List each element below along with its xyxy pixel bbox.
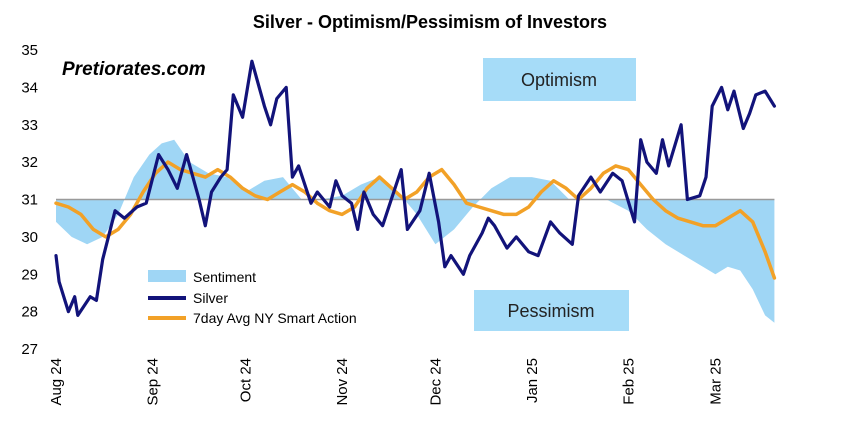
optimism-label-box bbox=[483, 58, 636, 101]
y-tick-label: 30 bbox=[21, 229, 38, 246]
y-tick-label: 27 bbox=[21, 341, 38, 358]
pessimism-label: Pessimism bbox=[507, 301, 594, 321]
y-tick-label: 35 bbox=[21, 42, 38, 59]
legend-label: Sentiment bbox=[193, 269, 256, 285]
smart-action-line bbox=[54, 160, 777, 280]
y-tick-label: 31 bbox=[21, 192, 38, 209]
optimism-label: Optimism bbox=[521, 70, 597, 90]
pessimism-label-box bbox=[474, 290, 629, 331]
y-tick-label: 28 bbox=[21, 304, 38, 321]
y-axis: 27 28 29 30 31 32 33 34 35 bbox=[21, 42, 38, 358]
y-tick-label: 32 bbox=[21, 154, 38, 171]
silver-line bbox=[54, 59, 776, 317]
chart-title: Silver - Optimism/Pessimism of Investors bbox=[253, 12, 607, 32]
legend-label: 7day Avg NY Smart Action bbox=[193, 310, 357, 326]
x-tick-label: Aug 24 bbox=[48, 358, 65, 406]
x-axis: Aug 24 Sep 24 Oct 24 Nov 24 Dec 24 Jan 25 Feb … bbox=[48, 358, 724, 406]
plot-area bbox=[54, 59, 777, 323]
x-tick-label: Feb 25 bbox=[620, 358, 637, 405]
y-tick-label: 33 bbox=[21, 117, 38, 134]
y-tick-label: 29 bbox=[21, 266, 38, 283]
legend-label: Silver bbox=[193, 290, 228, 306]
x-tick-label: Jan 25 bbox=[524, 358, 541, 403]
legend: Sentiment Silver 7day Avg NY Smart Action bbox=[148, 269, 357, 326]
x-tick-label: Dec 24 bbox=[427, 358, 444, 406]
x-tick-label: Oct 24 bbox=[238, 358, 255, 402]
x-tick-label: Mar 25 bbox=[707, 358, 724, 405]
sentiment-area bbox=[56, 139, 775, 323]
legend-swatch-sentiment bbox=[148, 270, 186, 282]
y-tick-label: 34 bbox=[21, 79, 38, 96]
x-tick-label: Nov 24 bbox=[334, 358, 351, 406]
watermark-text: Pretiorates.com bbox=[62, 59, 206, 80]
x-tick-label: Sep 24 bbox=[144, 358, 161, 406]
